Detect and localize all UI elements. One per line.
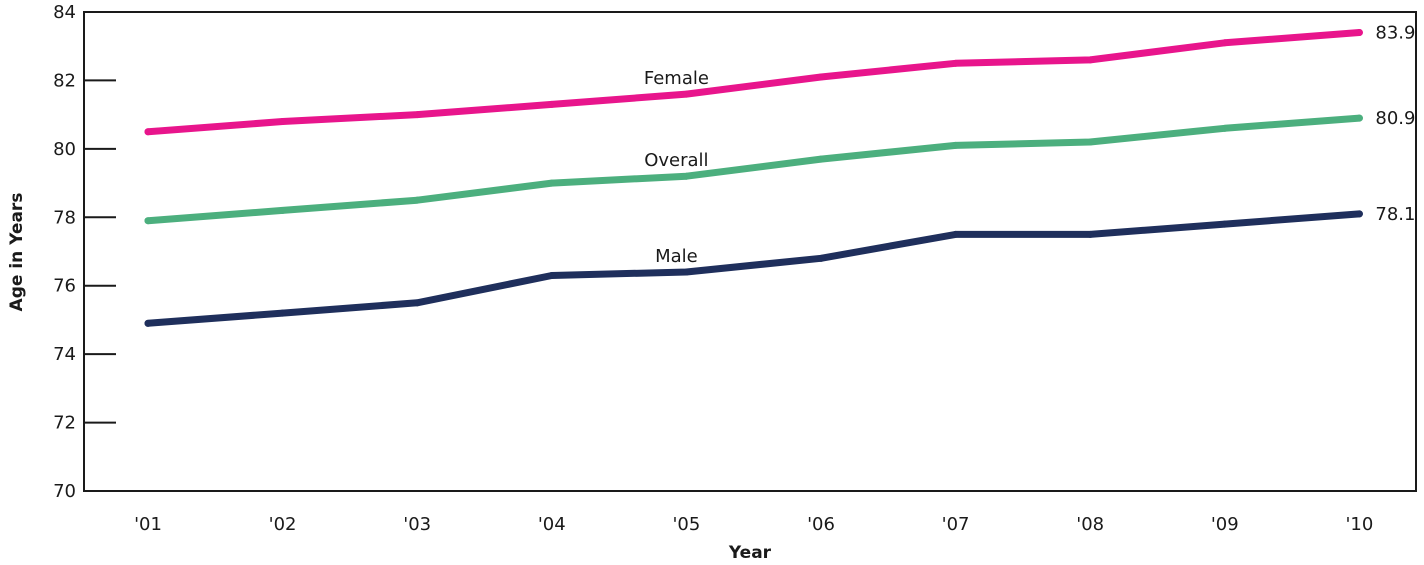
x-tick-label: '04 bbox=[538, 514, 566, 535]
series-labels: Female Overall Male bbox=[644, 68, 709, 267]
data-point-male bbox=[144, 319, 152, 327]
series-name-label: Overall bbox=[644, 150, 708, 171]
series-name-label: Male bbox=[655, 246, 698, 267]
data-point-overall bbox=[413, 196, 421, 204]
series-end-label: 83.9 bbox=[1375, 23, 1415, 44]
x-tick-label: '08 bbox=[1076, 514, 1104, 535]
data-point-female bbox=[952, 59, 960, 67]
data-point-female bbox=[548, 100, 556, 108]
data-point-male bbox=[682, 268, 690, 276]
y-axis-title: Age in Years bbox=[7, 193, 27, 312]
series-line-overall bbox=[144, 114, 1363, 225]
x-tick-label: '05 bbox=[672, 514, 700, 535]
series-name-label: Female bbox=[644, 68, 709, 89]
y-axis: 70 72 74 76 78 80 82 84 bbox=[53, 2, 116, 502]
data-point-female bbox=[1355, 29, 1363, 37]
series-end-label: 80.9 bbox=[1375, 108, 1415, 129]
y-tick-label: 74 bbox=[53, 344, 76, 365]
plot-area-frame bbox=[83, 11, 1417, 492]
series-line-female bbox=[144, 29, 1363, 136]
data-point-overall bbox=[279, 206, 287, 214]
data-point-overall bbox=[1086, 138, 1094, 146]
y-tick-label: 82 bbox=[53, 70, 76, 91]
y-tick-label: 78 bbox=[53, 207, 76, 228]
x-tick-label: '06 bbox=[807, 514, 835, 535]
data-point-male bbox=[817, 254, 825, 262]
data-point-overall bbox=[682, 172, 690, 180]
data-point-male bbox=[952, 230, 960, 238]
series-end-label: 78.1 bbox=[1375, 204, 1415, 225]
data-point-overall bbox=[952, 141, 960, 149]
x-tick-label: '01 bbox=[134, 514, 162, 535]
data-point-male bbox=[279, 309, 287, 317]
data-point-female bbox=[279, 117, 287, 125]
y-tick-label: 72 bbox=[53, 413, 76, 434]
data-point-male bbox=[1221, 220, 1229, 228]
x-tick-label: '07 bbox=[942, 514, 970, 535]
data-point-male bbox=[1355, 210, 1363, 218]
series-lines bbox=[144, 29, 1363, 327]
y-tick-label: 70 bbox=[53, 481, 76, 502]
x-axis-title: Year bbox=[728, 543, 772, 563]
data-point-overall bbox=[817, 155, 825, 163]
data-point-female bbox=[682, 90, 690, 98]
x-axis: '01 '02 '03 '04 '05 '06 '07 '08 '09 '10 bbox=[134, 514, 1373, 535]
series-line-male bbox=[144, 210, 1363, 327]
data-point-overall bbox=[1355, 114, 1363, 122]
data-point-overall bbox=[1221, 124, 1229, 132]
x-tick-label: '02 bbox=[269, 514, 297, 535]
data-point-male bbox=[413, 299, 421, 307]
x-tick-label: '10 bbox=[1345, 514, 1373, 535]
data-point-overall bbox=[548, 179, 556, 187]
x-tick-label: '09 bbox=[1211, 514, 1239, 535]
data-point-female bbox=[1221, 39, 1229, 47]
x-tick-label: '03 bbox=[403, 514, 431, 535]
y-tick-label: 80 bbox=[53, 139, 76, 160]
y-tick-label: 84 bbox=[53, 2, 76, 23]
data-point-female bbox=[817, 73, 825, 81]
data-point-female bbox=[413, 111, 421, 119]
data-point-male bbox=[1086, 230, 1094, 238]
y-tick-label: 76 bbox=[53, 276, 76, 297]
data-point-overall bbox=[144, 217, 152, 225]
data-point-male bbox=[548, 271, 556, 279]
end-labels: 83.9 80.9 78.1 bbox=[1375, 23, 1415, 225]
data-point-female bbox=[144, 128, 152, 136]
data-point-female bbox=[1086, 56, 1094, 64]
